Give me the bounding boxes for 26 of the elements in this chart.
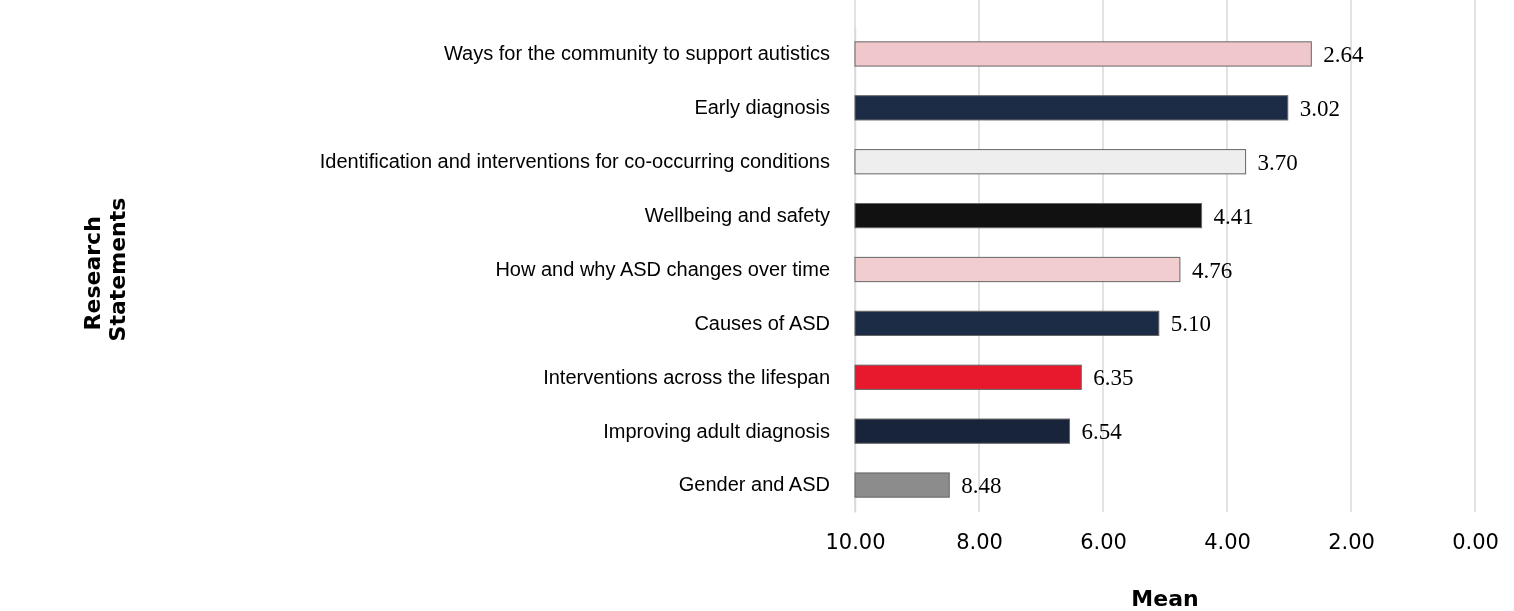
y-tick-label: Interventions across the lifespan: [543, 365, 830, 388]
x-tick-label: 10.00: [825, 529, 886, 554]
data-label: 5.10: [1170, 311, 1212, 337]
y-tick-label: Ways for the community to support autistics: [443, 42, 830, 65]
y-tick-label: Gender and ASD: [678, 473, 830, 496]
x-tick-label: 6.00: [1080, 529, 1127, 554]
data-label: 2.64: [1323, 41, 1365, 67]
y-tick-label: How and why ASD changes over time: [495, 257, 830, 280]
y-tick-label: Identification and interventions for co-occurring conditions: [319, 150, 830, 173]
data-label: 3.70: [1257, 149, 1298, 175]
x-tick-label: 8.00: [956, 529, 1003, 554]
y-tick-label: Early diagnosis: [694, 96, 830, 119]
x-tick-label: 4.00: [1204, 529, 1251, 554]
data-label: 8.48: [961, 473, 1002, 499]
data-label: 4.76: [1191, 257, 1233, 283]
data-label: 6.54: [1081, 419, 1123, 445]
data-label: 6.35: [1093, 365, 1134, 391]
y-tick-label: Causes of ASD: [694, 311, 830, 334]
x-axis-title: Mean: [1131, 586, 1199, 611]
data-label: 4.41: [1213, 203, 1254, 229]
x-tick-label: 0.00: [1452, 529, 1499, 554]
data-label: 3.02: [1299, 95, 1341, 121]
x-tick-label: 2.00: [1328, 529, 1375, 554]
y-tick-label: Wellbeing and safety: [644, 204, 830, 227]
text: Research Statements: [80, 197, 131, 342]
y-tick-label: Improving adult diagnosis: [603, 419, 830, 442]
